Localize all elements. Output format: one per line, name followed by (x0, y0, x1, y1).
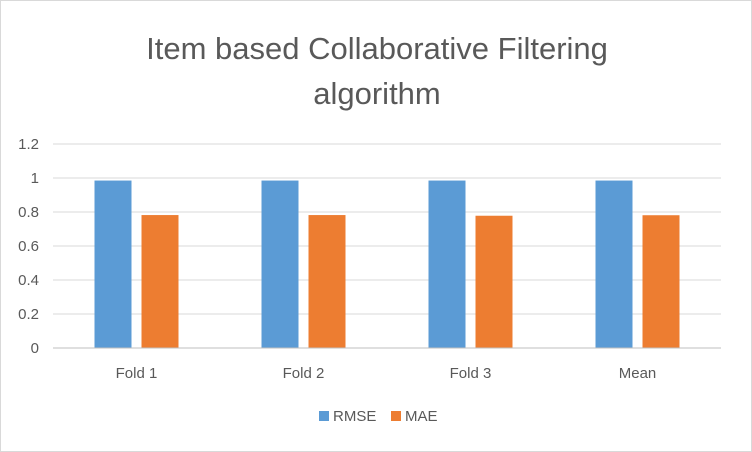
x-tick-label: Fold 3 (450, 365, 492, 382)
bars (94, 180, 680, 348)
x-tick-label: Fold 2 (283, 365, 325, 382)
bar-rmse-mean (595, 180, 633, 348)
bar-mae-mean (642, 215, 680, 348)
chart-title-line-2: algorithm (313, 76, 441, 111)
y-tick-label: 1.2 (18, 136, 39, 153)
y-tick-label: 0.4 (18, 272, 39, 289)
x-axis-tick-labels: Fold 1 Fold 2 Fold 3 Mean (116, 365, 657, 382)
bar-rmse-fold-2 (261, 180, 299, 348)
legend-swatch-rmse (319, 411, 329, 421)
bar-mae-fold-3 (475, 215, 513, 348)
y-tick-label: 0.8 (18, 204, 39, 221)
legend-label-rmse: RMSE (333, 408, 376, 425)
chart-title-line-1: Item based Collaborative Filtering (146, 31, 608, 66)
y-tick-label: 0.2 (18, 306, 39, 323)
y-tick-label: 1 (31, 170, 39, 187)
bar-rmse-fold-1 (94, 180, 132, 348)
bar-rmse-fold-3 (428, 180, 466, 348)
bar-mae-fold-2 (308, 215, 346, 348)
legend-label-mae: MAE (405, 408, 438, 425)
y-tick-label: 0 (31, 340, 39, 357)
legend-swatch-mae (391, 411, 401, 421)
y-tick-label: 0.6 (18, 238, 39, 255)
y-axis-tick-labels: 0 0.2 0.4 0.6 0.8 1 1.2 (18, 136, 39, 357)
bar-mae-fold-1 (141, 215, 179, 348)
legend: RMSE MAE (319, 408, 438, 425)
x-tick-label: Mean (619, 365, 657, 382)
x-tick-label: Fold 1 (116, 365, 158, 382)
